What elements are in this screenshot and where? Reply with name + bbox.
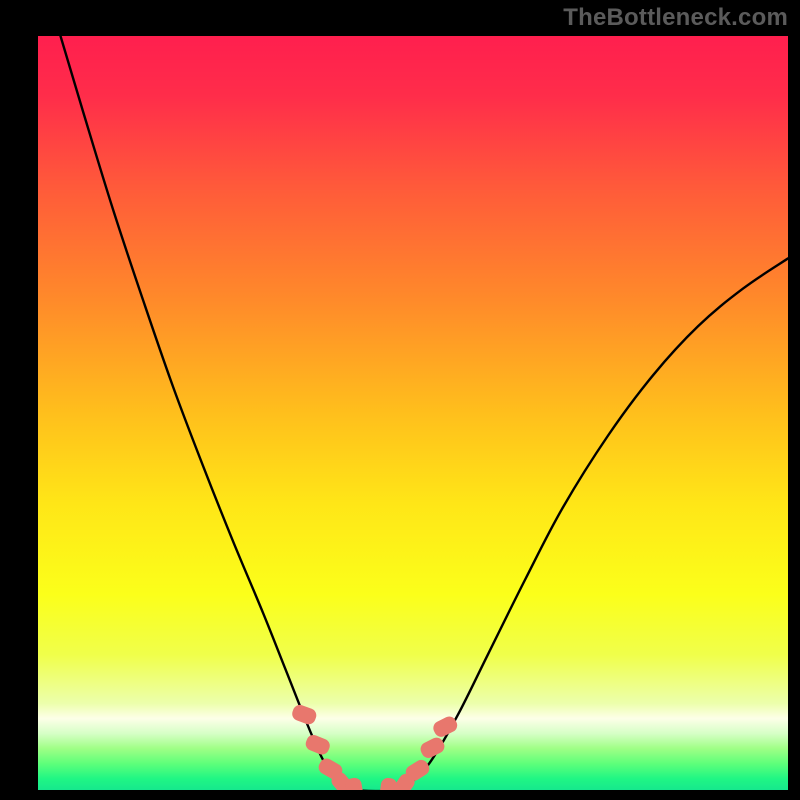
bottleneck-chart [0,0,800,800]
chart-container: TheBottleneck.com [0,0,800,800]
plot-background-gradient [38,36,788,790]
watermark-text: TheBottleneck.com [563,4,788,32]
